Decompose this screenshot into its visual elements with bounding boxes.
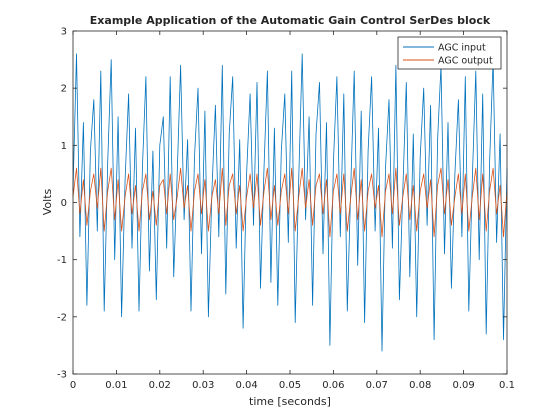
y-tick-label: -3 [57, 370, 67, 381]
x-tick-label: 0.04 [235, 380, 257, 391]
x-tick-label: 0.06 [322, 380, 344, 391]
x-tick-label: 0.08 [409, 380, 431, 391]
x-tick-label: 0.05 [279, 380, 301, 391]
y-tick-label: -1 [57, 255, 67, 266]
chart-title: Example Application of the Automatic Gai… [90, 14, 491, 27]
y-tick-label: 1 [61, 141, 67, 152]
x-tick-label: 0.07 [366, 380, 388, 391]
x-axis-title: time [seconds] [249, 395, 331, 408]
plot-area [73, 31, 507, 374]
y-tick-label: 2 [61, 84, 67, 95]
axes: 0 0.01 0.02 0.03 0.04 0.05 0.06 0.07 0.08 0.09 0.1… [57, 27, 515, 392]
series-layer [72, 53, 508, 352]
x-tick-label: 0 [70, 380, 76, 391]
y-tick-label: 3 [61, 27, 67, 38]
series-line-agc-input [72, 53, 508, 352]
x-tick-label: 0.1 [499, 380, 515, 391]
x-tick-label: 0.03 [192, 380, 214, 391]
legend-label: AGC input [438, 43, 486, 54]
legend-box [397, 36, 502, 70]
legend: AGC input AGC output [397, 36, 502, 70]
x-tick-label: 0.09 [452, 380, 474, 391]
y-axis-title: Volts [41, 188, 54, 215]
series-line-agc-output [72, 167, 508, 238]
x-tick-label: 0.02 [149, 380, 171, 391]
y-tick-label: -2 [57, 312, 67, 323]
x-tick-label: 0.01 [105, 380, 127, 391]
y-tick-label: 0 [61, 198, 67, 209]
legend-label: AGC output [438, 56, 493, 67]
